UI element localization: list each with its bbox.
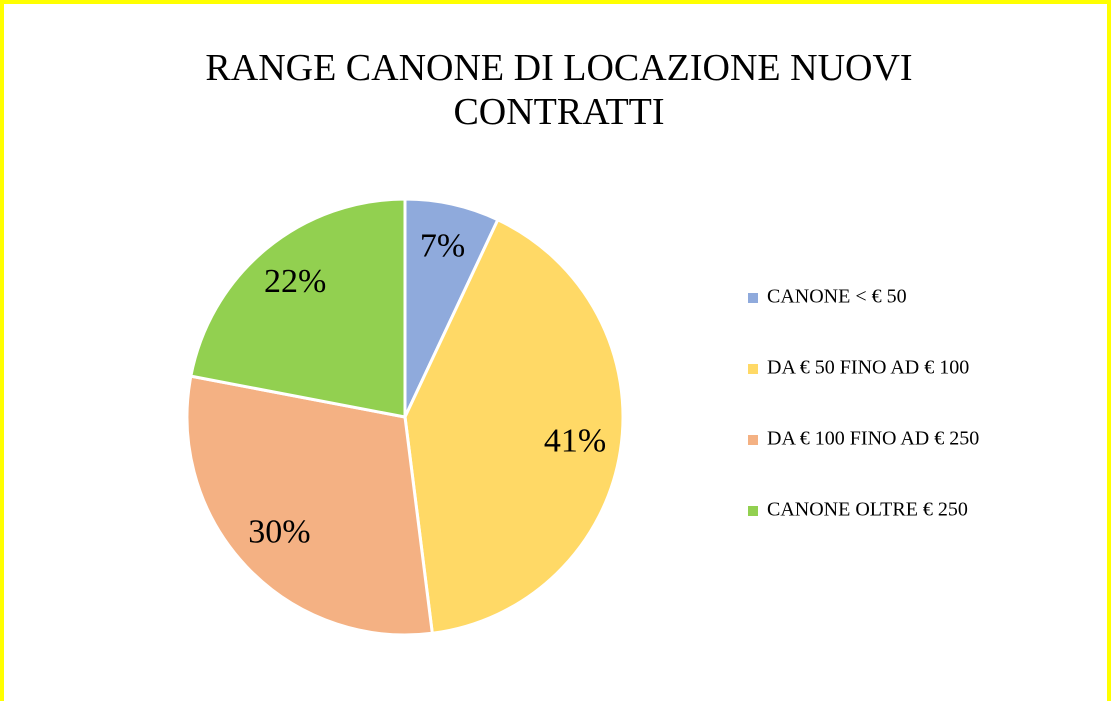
pie-slice <box>403 217 625 635</box>
data-label: 30% <box>248 514 310 551</box>
pie-slice <box>185 374 434 637</box>
legend-swatch <box>748 293 758 303</box>
data-label: 7% <box>420 228 465 265</box>
legend-swatch <box>748 435 758 445</box>
legend-label: DA € 50 FINO AD € 100 <box>767 357 969 379</box>
legend-label: DA € 100 FINO AD € 250 <box>767 428 979 450</box>
chart-title: RANGE CANONE DI LOCAZIONE NUOVI CONTRATT… <box>205 47 913 133</box>
legend-swatch <box>748 364 758 374</box>
data-label: 22% <box>264 263 326 300</box>
legend-label: CANONE OLTRE € 250 <box>767 499 968 521</box>
legend-label: CANONE < € 50 <box>767 286 907 308</box>
pie-slice <box>189 197 407 419</box>
data-label: 41% <box>544 423 606 460</box>
chart: 7% 41% 30% 22% CANONE < € 50 DA € 50 FINO AD … <box>185 197 979 637</box>
legend-swatch <box>748 506 758 516</box>
